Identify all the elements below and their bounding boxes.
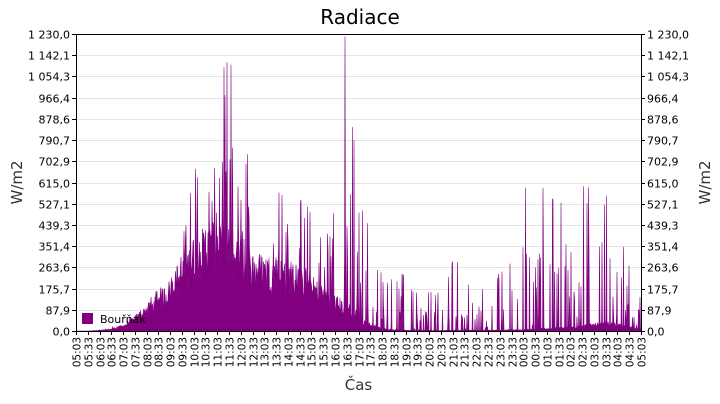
y-tick-label-left: 527,1 <box>39 199 71 212</box>
x-tick-label: 05:33 <box>84 337 96 367</box>
x-tick-label: 05:03 <box>637 337 649 367</box>
y-tick-label-left: 790,7 <box>39 135 71 148</box>
x-tick-label: 02:33 <box>578 337 590 367</box>
y-tick-label-left: 615,0 <box>39 178 71 191</box>
y-axis-label-left: W/m2 <box>8 160 26 204</box>
x-axis: 05:03 05:33 06:03 06:33 07:03 07:33 08:03 08:33… <box>72 331 649 367</box>
x-tick-label: 15:33 <box>319 337 331 367</box>
series-bournak <box>76 36 642 332</box>
x-tick-label: 08:33 <box>154 337 166 367</box>
x-tick-label: 08:03 <box>143 337 155 367</box>
x-tick-label: 14:03 <box>284 337 296 367</box>
y-tick-label-left: 702,9 <box>39 156 71 169</box>
x-tick-label: 18:33 <box>390 337 402 367</box>
x-tick-label: 03:33 <box>602 337 614 367</box>
x-tick-label: 15:03 <box>307 337 319 367</box>
legend: Bouřňák <box>82 313 146 326</box>
y-axis-right: 0,0 87,9 175,7 263,6 351,4 439,3 527,1 615,0 702… <box>641 29 689 339</box>
x-axis-label: Čas <box>345 375 373 394</box>
y-axis-label-right: W/m2 <box>696 160 714 204</box>
x-tick-label: 00:03 <box>519 337 531 367</box>
x-tick-label: 19:33 <box>413 337 425 367</box>
y-tick-label-right: 702,9 <box>647 156 679 169</box>
x-tick-label: 07:03 <box>119 337 131 367</box>
y-tick-label-right: 175,7 <box>647 284 679 297</box>
x-tick-label: 14:33 <box>296 337 308 367</box>
x-tick-label: 02:03 <box>566 337 578 367</box>
x-tick-label: 09:33 <box>178 337 190 367</box>
x-tick-label: 07:33 <box>131 337 143 367</box>
x-tick-label: 21:03 <box>449 337 461 367</box>
x-tick-label: 01:03 <box>543 337 555 367</box>
x-tick-label: 16:03 <box>331 337 343 367</box>
y-tick-label-right: 878,6 <box>647 114 679 127</box>
y-tick-label-right: 351,4 <box>647 241 679 254</box>
y-tick-label-left: 87,9 <box>46 305 71 318</box>
x-tick-label: 23:03 <box>496 337 508 367</box>
y-tick-label-right: 790,7 <box>647 135 679 148</box>
y-tick-label-left: 351,4 <box>39 241 71 254</box>
x-tick-label: 13:33 <box>272 337 284 367</box>
y-tick-label-left: 966,4 <box>39 93 71 106</box>
x-tick-label: 20:33 <box>437 337 449 367</box>
y-tick-label-right: 1 142,1 <box>647 50 689 63</box>
x-tick-label: 19:03 <box>402 337 414 367</box>
x-tick-label: 16:33 <box>343 337 355 367</box>
x-tick-label: 09:03 <box>166 337 178 367</box>
x-tick-label: 13:03 <box>260 337 272 367</box>
y-tick-label-left: 878,6 <box>39 114 71 127</box>
x-tick-label: 01:33 <box>555 337 567 367</box>
y-tick-label-right: 439,3 <box>647 220 679 233</box>
x-tick-label: 18:03 <box>378 337 390 367</box>
y-tick-label-left: 175,7 <box>39 284 71 297</box>
series-area <box>76 36 642 332</box>
chart-title: Radiace <box>320 5 400 29</box>
y-tick-label-left: 1 054,3 <box>28 71 70 84</box>
y-tick-label-right: 1 230,0 <box>647 29 689 42</box>
grid <box>76 55 641 311</box>
x-tick-label: 03:03 <box>590 337 602 367</box>
y-tick-label-right: 87,9 <box>647 305 672 318</box>
x-tick-label: 12:03 <box>237 337 249 367</box>
x-tick-label: 10:03 <box>190 337 202 367</box>
y-tick-label-right: 1 054,3 <box>647 71 689 84</box>
y-tick-label-right: 263,6 <box>647 262 679 275</box>
x-tick-label: 17:03 <box>355 337 367 367</box>
x-tick-label: 05:03 <box>72 337 84 367</box>
x-tick-label: 17:33 <box>366 337 378 367</box>
y-tick-label-right: 966,4 <box>647 93 679 106</box>
x-tick-label: 23:33 <box>508 337 520 367</box>
x-tick-label: 11:33 <box>225 337 237 367</box>
x-tick-label: 04:33 <box>625 337 637 367</box>
x-tick-label: 06:33 <box>107 337 119 367</box>
x-tick-label: 06:03 <box>96 337 108 367</box>
y-tick-label-left: 1 230,0 <box>28 29 70 42</box>
x-tick-label: 12:33 <box>249 337 261 367</box>
x-tick-label: 00:33 <box>531 337 543 367</box>
y-tick-label-left: 263,6 <box>39 262 71 275</box>
y-tick-label-left: 0,0 <box>53 326 71 339</box>
x-tick-label: 11:03 <box>213 337 225 367</box>
y-tick-label-right: 0,0 <box>647 326 665 339</box>
x-tick-label: 20:03 <box>425 337 437 367</box>
x-tick-label: 21:33 <box>460 337 472 367</box>
x-tick-label: 22:33 <box>484 337 496 367</box>
y-tick-label-right: 615,0 <box>647 178 679 191</box>
legend-label: Bouřňák <box>100 313 146 326</box>
x-tick-label: 22:03 <box>472 337 484 367</box>
y-tick-label-left: 1 142,1 <box>28 50 70 63</box>
x-tick-label: 04:03 <box>613 337 625 367</box>
legend-swatch <box>82 313 93 324</box>
y-axis-left: 0,0 87,9 175,7 263,6 351,4 439,3 527,1 615,0 702… <box>28 29 76 339</box>
y-tick-label-right: 527,1 <box>647 199 679 212</box>
x-tick-label: 10:33 <box>201 337 213 367</box>
y-tick-label-left: 439,3 <box>39 220 71 233</box>
